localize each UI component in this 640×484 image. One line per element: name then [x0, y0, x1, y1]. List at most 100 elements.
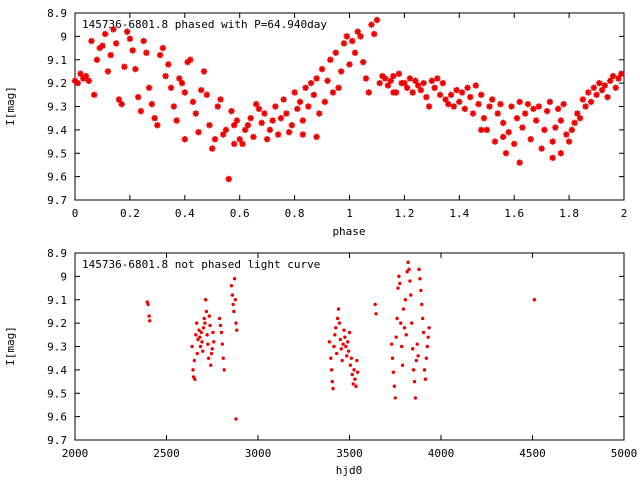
data-point	[277, 114, 285, 122]
data-point	[241, 126, 249, 134]
data-point	[162, 72, 169, 80]
data-point	[347, 330, 352, 335]
data-point	[203, 298, 208, 302]
data-point	[390, 356, 395, 360]
data-point	[217, 96, 224, 103]
y-tick-label: 9.4	[47, 364, 67, 377]
y-tick-label: 9.7	[47, 434, 67, 447]
data-point	[280, 96, 287, 103]
data-point	[549, 138, 556, 145]
data-point	[211, 330, 215, 335]
data-point	[571, 119, 578, 127]
data-point	[228, 107, 235, 115]
data-point	[192, 358, 197, 363]
data-point	[250, 133, 257, 141]
data-point	[307, 79, 315, 87]
data-point	[445, 100, 452, 108]
data-point	[419, 288, 423, 293]
data-point	[222, 126, 230, 134]
data-point	[464, 84, 471, 91]
data-point	[348, 363, 353, 367]
data-point	[500, 133, 507, 141]
data-point	[147, 319, 152, 323]
data-point	[417, 267, 421, 272]
data-point	[173, 117, 180, 124]
data-point	[393, 396, 397, 400]
data-point	[403, 298, 408, 302]
data-point	[538, 145, 545, 152]
data-point	[426, 335, 430, 339]
data-point	[519, 124, 526, 131]
data-points	[71, 16, 625, 183]
data-point	[371, 30, 378, 38]
y-tick-label: 9.6	[47, 411, 67, 424]
data-point	[266, 126, 274, 134]
data-point	[352, 368, 356, 372]
data-point	[204, 309, 209, 314]
data-point	[373, 16, 381, 24]
data-point	[365, 89, 372, 96]
data-point	[568, 126, 576, 134]
data-point	[615, 75, 622, 82]
data-point	[354, 28, 361, 35]
data-point	[585, 89, 592, 96]
y-axis-label: I[mag]	[4, 86, 17, 126]
data-point	[425, 344, 429, 349]
data-point	[232, 309, 236, 314]
data-point	[159, 44, 167, 52]
data-point	[244, 122, 252, 129]
data-point	[416, 354, 420, 358]
data-point	[333, 333, 337, 337]
data-point	[407, 267, 411, 272]
data-point	[261, 110, 268, 117]
y-tick-label: 9.6	[47, 171, 67, 184]
data-point	[332, 344, 336, 349]
data-point	[313, 133, 320, 141]
data-point	[147, 314, 151, 318]
data-point	[472, 82, 479, 89]
data-point	[399, 344, 404, 349]
data-point	[134, 93, 142, 101]
data-point	[220, 131, 227, 138]
data-point	[387, 77, 394, 84]
x-tick-label: 1.2	[394, 207, 414, 220]
data-point	[263, 136, 271, 143]
unphased-light-curve-panel: 145736-6801.8 not phased light curve hjd…	[4, 247, 637, 477]
data-point	[209, 351, 214, 356]
data-point	[225, 175, 232, 183]
data-point	[170, 103, 178, 110]
data-point	[395, 316, 399, 321]
data-point	[524, 100, 532, 108]
data-point	[390, 89, 397, 96]
data-point	[344, 344, 348, 349]
data-point	[549, 154, 556, 162]
data-point	[351, 382, 355, 386]
data-point	[202, 316, 206, 321]
y-tick-label: 9.2	[47, 317, 67, 330]
data-point	[381, 75, 389, 82]
data-point	[294, 105, 301, 113]
x-tick-label: 3500	[336, 447, 363, 460]
data-point	[565, 138, 573, 145]
data-point	[129, 47, 136, 54]
data-point	[355, 358, 359, 363]
data-point	[338, 337, 343, 342]
x-tick-label: 3000	[245, 447, 272, 460]
data-point	[165, 61, 172, 68]
data-point	[400, 363, 405, 367]
data-point	[148, 100, 156, 108]
data-point	[396, 286, 400, 290]
data-point	[327, 56, 334, 63]
y-tick-label: 9.3	[47, 341, 67, 354]
data-point	[231, 140, 238, 148]
data-point	[203, 321, 207, 325]
data-point	[436, 91, 444, 99]
data-point	[192, 110, 199, 117]
data-point	[513, 114, 521, 122]
data-point	[353, 377, 357, 381]
data-point	[232, 277, 237, 281]
y-tick-label: 9.7	[47, 194, 67, 207]
data-point	[409, 293, 413, 297]
data-point	[494, 110, 501, 117]
data-point	[210, 347, 214, 351]
